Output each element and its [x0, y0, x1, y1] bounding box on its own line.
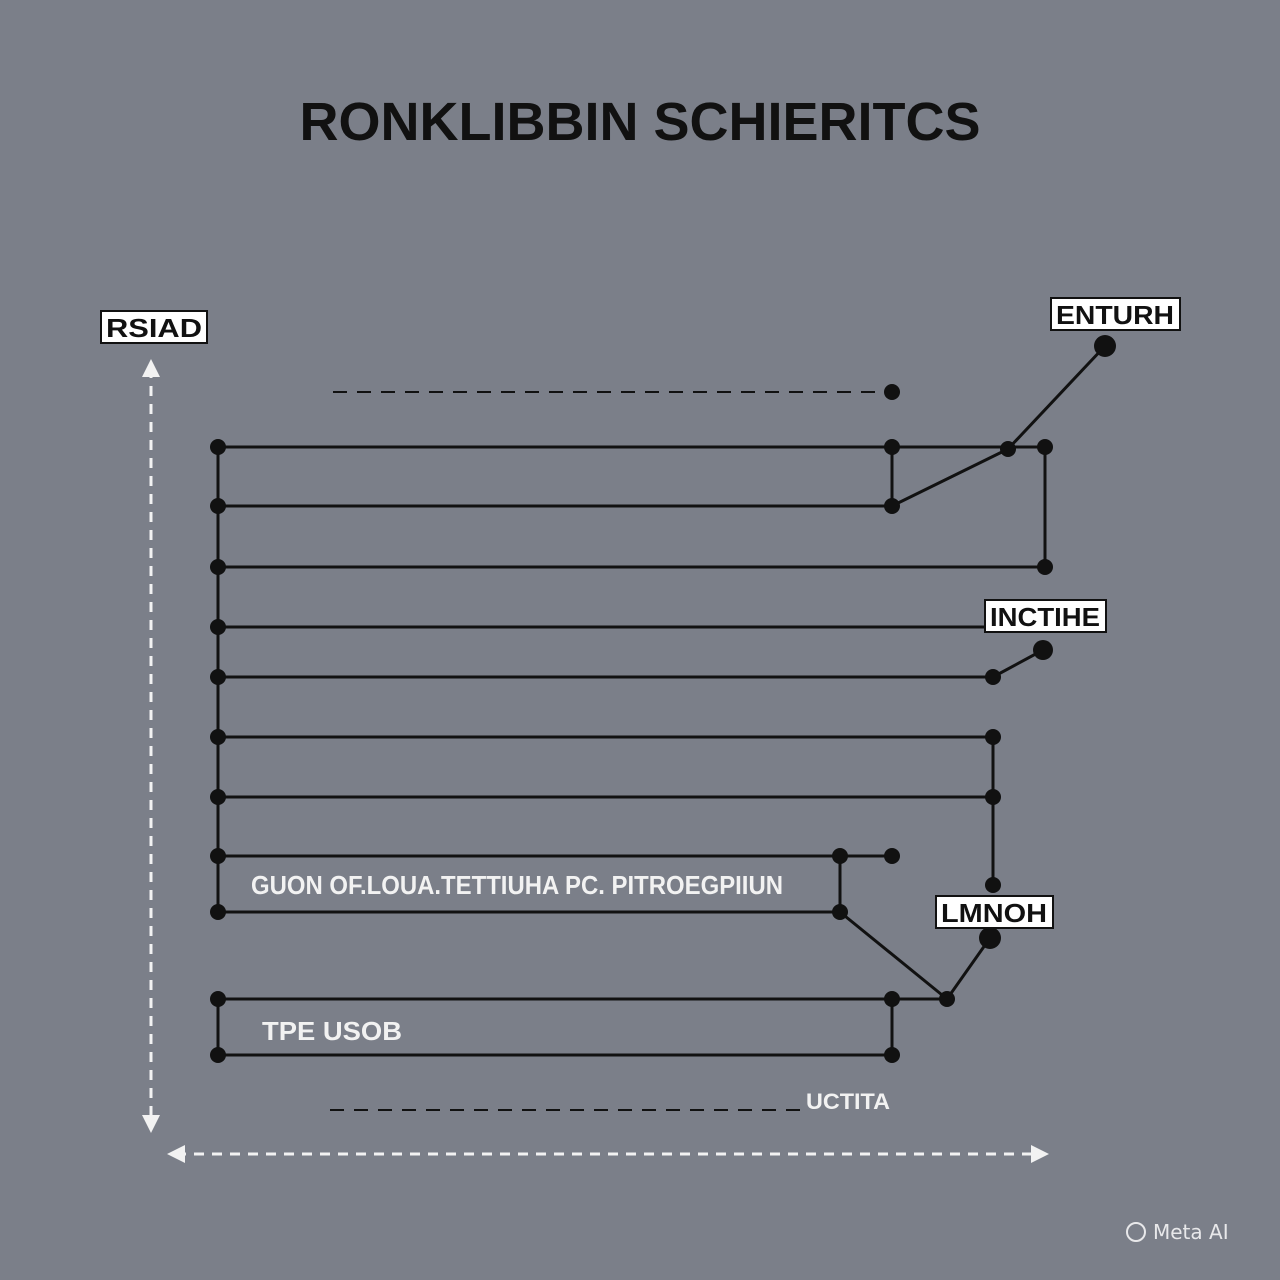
node [985, 877, 1001, 893]
label-box-top-left: RSIAD [100, 310, 208, 344]
connector [1006, 344, 1107, 451]
node [985, 789, 1001, 805]
node [939, 991, 955, 1007]
node [210, 559, 226, 575]
node [832, 848, 848, 864]
node [884, 498, 900, 514]
label-box-lower-right: LMNOH [935, 895, 1054, 929]
diagram-title: RONKLIBBIN SCHIERITCS [299, 92, 980, 152]
rows [218, 445, 1045, 1057]
node [884, 384, 900, 400]
node [1037, 439, 1053, 455]
node [884, 439, 900, 455]
connector [945, 937, 992, 1000]
watermark: Meta AI [1126, 1220, 1229, 1244]
node [884, 991, 900, 1007]
connectors [838, 344, 1107, 1055]
label-top-right: ENTURH [1056, 300, 1174, 330]
node [210, 904, 226, 920]
node [1037, 559, 1053, 575]
node [210, 1047, 226, 1063]
node [210, 991, 226, 1007]
row-text-1: GUON OF.LOUA.TETTIUHA PC. PITROEGPIIUN [251, 870, 783, 900]
meta-ai-logo-icon [1126, 1222, 1146, 1242]
label-box-middle-right: INCTIHE [984, 599, 1107, 633]
node [210, 789, 226, 805]
connector [839, 910, 948, 1001]
row-text-2: TPE USOB [262, 1016, 402, 1046]
bottom-text: UCTITA [806, 1089, 890, 1114]
connector [891, 447, 1009, 508]
terminal-node [1094, 335, 1116, 357]
label-box-top-right: ENTURH [1050, 297, 1181, 331]
node [832, 904, 848, 920]
terminal-node [979, 927, 1001, 949]
node [884, 848, 900, 864]
node [210, 729, 226, 745]
node [210, 439, 226, 455]
label-lower-right: LMNOH [941, 898, 1047, 928]
node [985, 729, 1001, 745]
node [210, 848, 226, 864]
node [210, 498, 226, 514]
nodes [210, 335, 1116, 1063]
node [210, 619, 226, 635]
watermark-text: Meta AI [1153, 1220, 1229, 1244]
label-middle-right: INCTIHE [990, 602, 1100, 632]
label-top-left: RSIAD [106, 313, 202, 343]
node [1000, 441, 1016, 457]
node [985, 669, 1001, 685]
terminal-node [1033, 640, 1053, 660]
node [884, 1047, 900, 1063]
node [210, 669, 226, 685]
